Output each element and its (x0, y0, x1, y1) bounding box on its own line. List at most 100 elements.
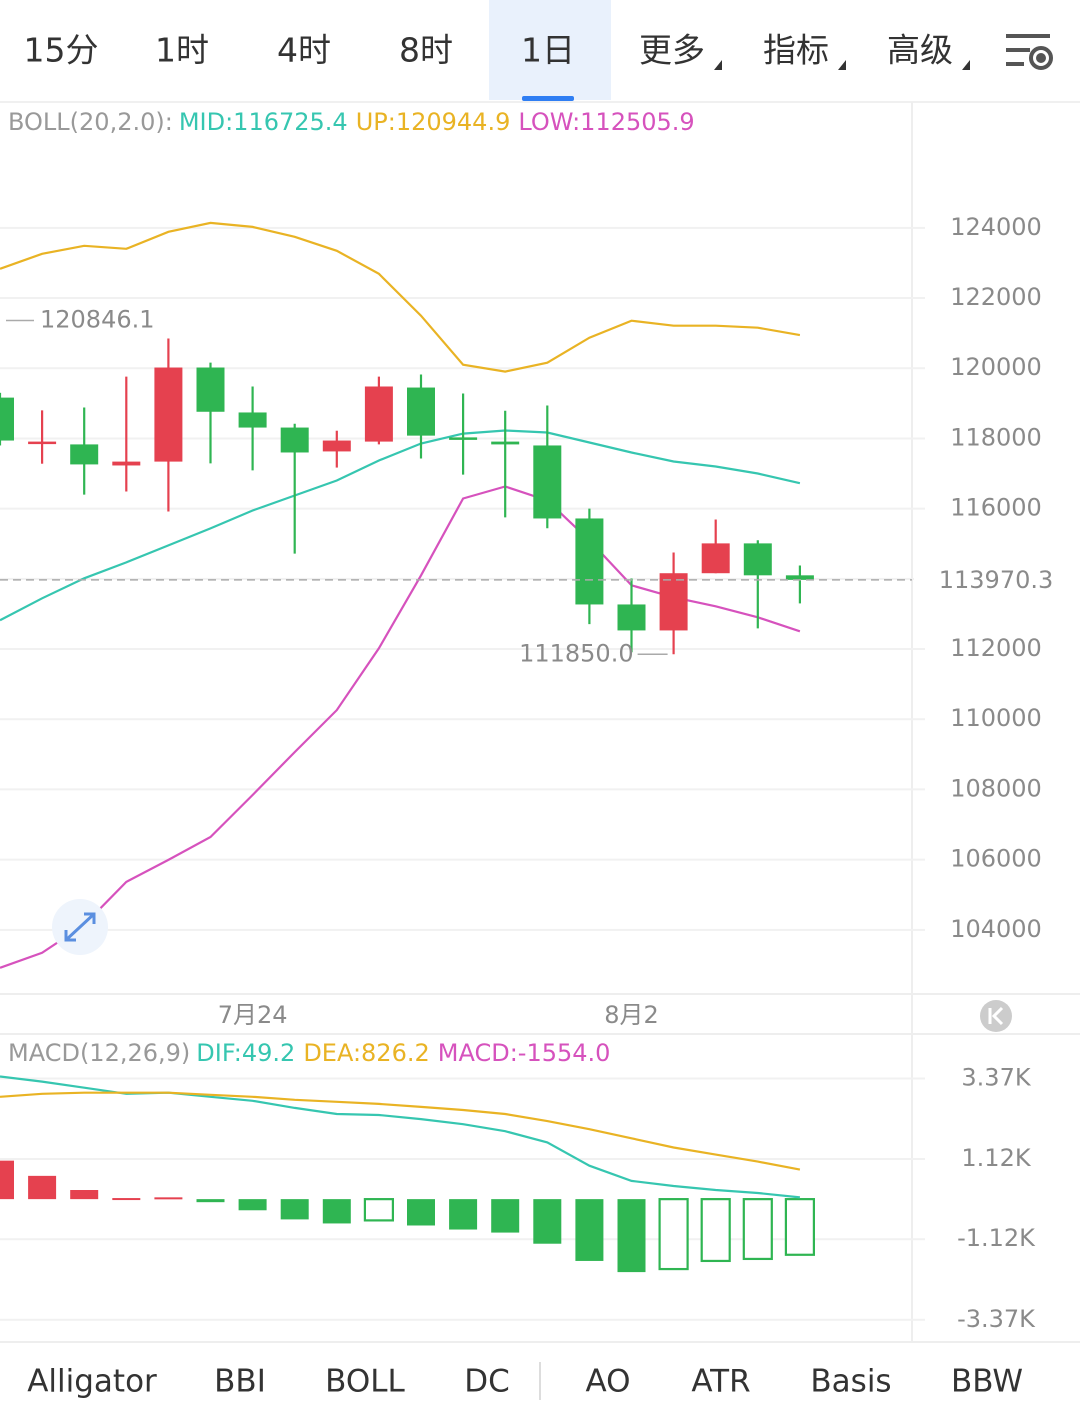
tab[interactable]: 15分 (24, 31, 99, 70)
legend-entry: MACD:-1554.0 (438, 1039, 611, 1067)
macd-chart: MACD(12,26,9) DIF:49.2 DEA:826.2 MACD:-1554… (0, 1039, 1036, 1333)
candle-body (533, 445, 562, 519)
macd-bar (0, 1160, 14, 1200)
candle-body (0, 397, 14, 441)
indicator-tab[interactable]: Alligator (27, 1364, 157, 1400)
candle-body (575, 518, 604, 605)
macd-bar (154, 1197, 183, 1200)
tab[interactable]: 高级 (887, 31, 953, 70)
y-tick-label: 108000 (950, 774, 1042, 802)
candle-body (491, 441, 520, 445)
macd-bar (700, 1198, 731, 1263)
indicator-legend: BOLL(20,2.0): MID:116725.4 UP:120944.9 LOW:… (8, 108, 695, 136)
high-marker-label: 120846.1 (40, 306, 155, 334)
tab[interactable]: 4时 (277, 31, 331, 70)
timeframe-tabs: 15分 1时 4时 8时 1日 更多 指标 高级 (24, 0, 970, 101)
y-tick-label: 3.37K (961, 1063, 1031, 1091)
indicator-tab[interactable]: BOLL (325, 1364, 405, 1400)
indicator-tab[interactable]: AO (585, 1364, 630, 1400)
candle-body (659, 573, 688, 631)
tab[interactable]: 指标 (763, 31, 829, 70)
macd-bar (196, 1199, 225, 1203)
dropdown-caret (962, 60, 970, 70)
macd-bar (407, 1199, 435, 1226)
macd-bar (238, 1199, 267, 1211)
macd-bar (491, 1199, 520, 1233)
y-tick-label: 104000 (950, 915, 1042, 943)
candle-body (364, 386, 393, 442)
macd-bar (617, 1199, 646, 1273)
candle-body (154, 367, 183, 462)
candle-body (238, 412, 267, 428)
tab[interactable]: 8时 (399, 31, 453, 70)
y-tick-label: 118000 (950, 423, 1042, 451)
y-tick-label: 122000 (950, 283, 1042, 311)
dropdown-caret (714, 60, 722, 70)
settings-icon[interactable] (1006, 34, 1053, 70)
candle-body (785, 575, 814, 580)
candle-body (28, 441, 57, 445)
indicator-tab[interactable]: BBW (951, 1364, 1023, 1400)
x-tick-label: 8月2 (604, 1001, 659, 1029)
y-tick-label: 110000 (950, 704, 1042, 732)
active-tab-indicator (522, 96, 574, 101)
candle-body (743, 543, 772, 576)
legend-entry: LOW:112505.9 (518, 108, 694, 136)
indicator-tab[interactable]: ATR (691, 1364, 750, 1400)
candle-body (70, 444, 99, 465)
indicator-tab[interactable]: Basis (810, 1364, 891, 1400)
macd-bar (533, 1199, 562, 1244)
indicator-line (0, 429, 801, 622)
indicator-tabs: Alligator BBI BOLL DC AO ATR Basis BBW (27, 1364, 1023, 1400)
candle-body (701, 543, 730, 574)
active-tab-bg (489, 0, 611, 100)
y-tick-label: 1.12K (961, 1144, 1031, 1172)
y-tick-label: 106000 (950, 845, 1042, 873)
legend-entry: DIF:49.2 (196, 1039, 295, 1067)
y-tick-label: 112000 (950, 634, 1042, 662)
macd-bar (70, 1190, 99, 1200)
macd-bar (28, 1175, 57, 1200)
macd-bar (742, 1198, 773, 1261)
candle-body (407, 387, 435, 436)
indicator-legend: MACD(12,26,9) DIF:49.2 DEA:826.2 MACD:-1554… (8, 1039, 610, 1067)
indicator-name: BOLL(20,2.0): (8, 108, 173, 136)
macd-bar (449, 1199, 478, 1230)
y-tick-label: 116000 (950, 494, 1042, 522)
macd-bar (280, 1199, 309, 1220)
y-tick-label: 120000 (950, 353, 1042, 381)
macd-bar (112, 1198, 141, 1201)
macd-bar (658, 1198, 689, 1271)
candle-body (617, 604, 646, 631)
legend-entry: UP:120944.9 (356, 108, 511, 136)
legend-entry: MID:116725.4 (179, 108, 348, 136)
low-marker-label: 111850.0 (519, 639, 634, 667)
y-tick-label: -1.12K (957, 1224, 1036, 1252)
tab[interactable]: 更多 (639, 31, 705, 70)
tab[interactable]: 1日 (521, 31, 575, 70)
macd-bar (363, 1198, 394, 1222)
y-tick-label: -3.37K (957, 1305, 1036, 1333)
macd-bar (322, 1199, 351, 1224)
price-chart: BOLL(20,2.0): MID:116725.4 UP:120944.9 LOW:… (0, 108, 1080, 1029)
dropdown-caret (838, 60, 846, 70)
x-tick-label: 7月24 (218, 1001, 288, 1029)
macd-bar (575, 1199, 604, 1261)
candle-body (280, 427, 309, 453)
indicator-line (0, 1091, 801, 1171)
last-price-box (914, 559, 1080, 600)
indicator-name: MACD(12,26,9) (8, 1039, 190, 1067)
expand-button[interactable] (52, 899, 108, 955)
candle-body (449, 437, 478, 440)
scroll-latest-button[interactable] (980, 1000, 1012, 1032)
candle-body (322, 440, 351, 452)
candle-body (196, 367, 225, 412)
indicator-tab[interactable]: BBI (214, 1364, 266, 1400)
legend-entry: DEA:826.2 (303, 1039, 429, 1067)
indicator-tab[interactable]: DC (464, 1364, 510, 1400)
tab[interactable]: 1时 (155, 31, 209, 70)
last-price-label: 113970.3 (939, 566, 1054, 594)
indicator-line (0, 221, 801, 373)
